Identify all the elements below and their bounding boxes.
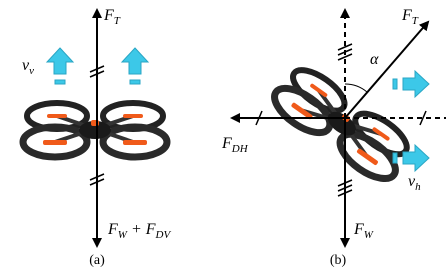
label-part: F [221,135,232,152]
label-part: α [370,51,379,68]
label-part: v [29,65,34,77]
label-part: DV [155,229,172,241]
label-part: + F [127,221,156,238]
label-part: h [415,181,421,193]
label: vv [22,57,34,77]
thrust-arrow [345,22,428,118]
caption: (a) [89,253,105,268]
drone [23,103,167,157]
label-part: F [107,221,118,238]
label: vh [408,173,421,193]
label-part: W [364,229,374,241]
label: FT [401,7,419,27]
caption: (b) [330,253,347,268]
label: FW + FDV [107,221,171,241]
label-part: T [114,15,121,27]
figure: FT vv FW + FDV (a) FT α FDH vh FW (b) [0,0,448,270]
label-part: DH [231,143,249,155]
panel-a: FT vv FW + FDV (a) [22,7,171,268]
label: FW [353,221,374,241]
label: FT [103,7,121,27]
panel-b: FT α FDH vh FW (b) [221,7,446,268]
angle-arc [345,84,367,92]
label-part: F [103,7,114,24]
label: FDH [221,135,249,155]
label-part: F [353,221,364,238]
label-part: F [401,7,412,24]
label: α [370,51,379,68]
label-part: T [412,15,419,27]
